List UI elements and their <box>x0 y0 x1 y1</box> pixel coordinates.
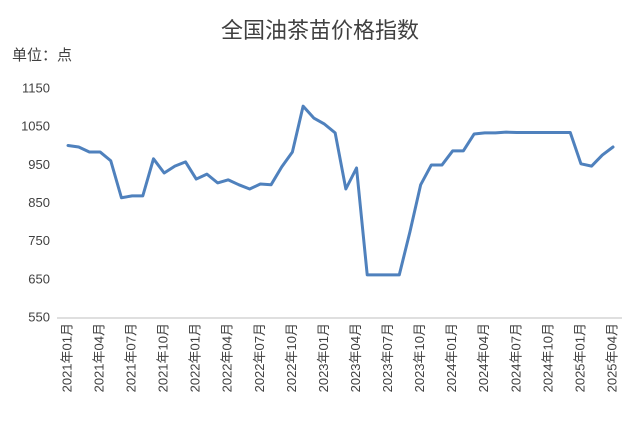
x-tick-label: 2021年04月 <box>91 323 106 392</box>
x-tick-label: 2025年01月 <box>572 323 587 392</box>
x-tick-label: 2022年07月 <box>252 323 267 392</box>
x-tick-label: 2024年07月 <box>508 323 523 392</box>
x-tick-label: 2021年01月 <box>59 323 74 392</box>
x-tick-label: 2023年01月 <box>316 323 331 392</box>
x-tick-label: 2024年04月 <box>476 323 491 392</box>
unit-label: 单位：点 <box>12 47 72 64</box>
x-tick-label: 2021年10月 <box>156 323 171 392</box>
x-tick-label: 2024年01月 <box>444 323 459 392</box>
y-tick-label: 950 <box>28 157 50 172</box>
y-tick-label: 850 <box>28 195 50 210</box>
y-tick-label: 550 <box>28 309 50 324</box>
x-tick-label: 2023年04月 <box>348 323 363 392</box>
x-tick-label: 2021年07月 <box>124 323 139 392</box>
x-tick-label: 2023年10月 <box>412 323 427 392</box>
y-tick-label: 750 <box>28 233 50 248</box>
data-line <box>66 104 615 277</box>
x-tick-label: 2022年04月 <box>220 323 235 392</box>
y-tick-label: 1050 <box>21 119 50 134</box>
x-tick-label: 2025年04月 <box>604 323 619 392</box>
x-tick-label: 2023年07月 <box>380 323 395 392</box>
y-tick-label: 650 <box>28 271 50 286</box>
x-tick-label: 2024年10月 <box>540 323 555 392</box>
chart-title: 全国油茶苗价格指数 <box>221 18 419 43</box>
x-tick-label: 2022年10月 <box>284 323 299 392</box>
x-tick-label: 2022年01月 <box>188 323 203 392</box>
y-tick-label: 1150 <box>22 80 50 95</box>
